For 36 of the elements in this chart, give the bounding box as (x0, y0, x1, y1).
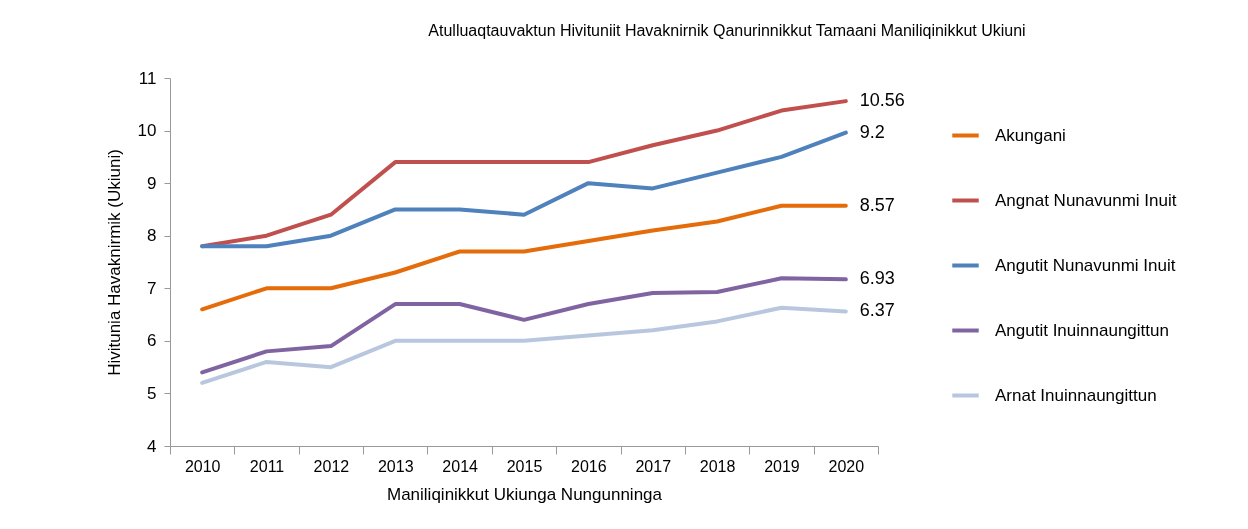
legend-label: Angutit Nunavunmi Inuit (995, 255, 1176, 275)
x-tick-label: 2018 (699, 457, 736, 475)
x-tick-label: 2011 (249, 457, 285, 475)
y-tick-label: 5 (147, 383, 157, 403)
annotation: 10.56 (859, 90, 905, 111)
x-tick-label: 2012 (313, 457, 350, 475)
legend-label: Angutit Inuinnaungittun (995, 320, 1169, 340)
legend-label: Akungani (995, 125, 1066, 145)
line-series (200, 130, 848, 249)
line-series (200, 276, 848, 375)
x-tick-label: 2020 (828, 457, 865, 475)
annotation: 9.2 (859, 121, 885, 142)
y-tick-label: 9 (147, 173, 157, 193)
y-axis-title: Hivitunia Havaknirmik (Ukiuni) (104, 149, 124, 376)
y-tick-label: 10 (137, 121, 157, 141)
y-tick-label: 4 (147, 436, 157, 456)
annotation: 6.93 (859, 268, 895, 289)
x-tick-label: 2019 (764, 457, 800, 475)
annotation: 8.57 (859, 194, 895, 215)
x-tick-label: 2013 (377, 457, 414, 475)
x-tick-label: 2016 (571, 457, 607, 475)
y-tick-label: 6 (147, 331, 157, 351)
x-tick-label: 2015 (506, 457, 543, 475)
legend-label: Arnat Inuinnaungittun (995, 385, 1157, 405)
line-series (200, 203, 848, 312)
x-tick-label: 2014 (442, 457, 479, 475)
chart-title: Atulluaqtauvaktun Hivituniit Havaknirnik Qanurinnikkut Tamaani Maniliqinikkut Ukiuni (428, 22, 1026, 39)
legend-label: Angnat Nunavunmi Inuit (995, 190, 1177, 210)
y-tick-label: 7 (147, 278, 157, 298)
x-tick-label: 2010 (184, 457, 221, 475)
line-series (200, 305, 848, 385)
annotation: 6.37 (859, 300, 895, 321)
x-axis-title: Maniliqinikkut Ukiunga Nungunninga (386, 484, 663, 504)
y-tick-label: 11 (138, 68, 157, 88)
x-tick-label: 2017 (635, 457, 672, 475)
y-tick-label: 8 (147, 226, 157, 246)
